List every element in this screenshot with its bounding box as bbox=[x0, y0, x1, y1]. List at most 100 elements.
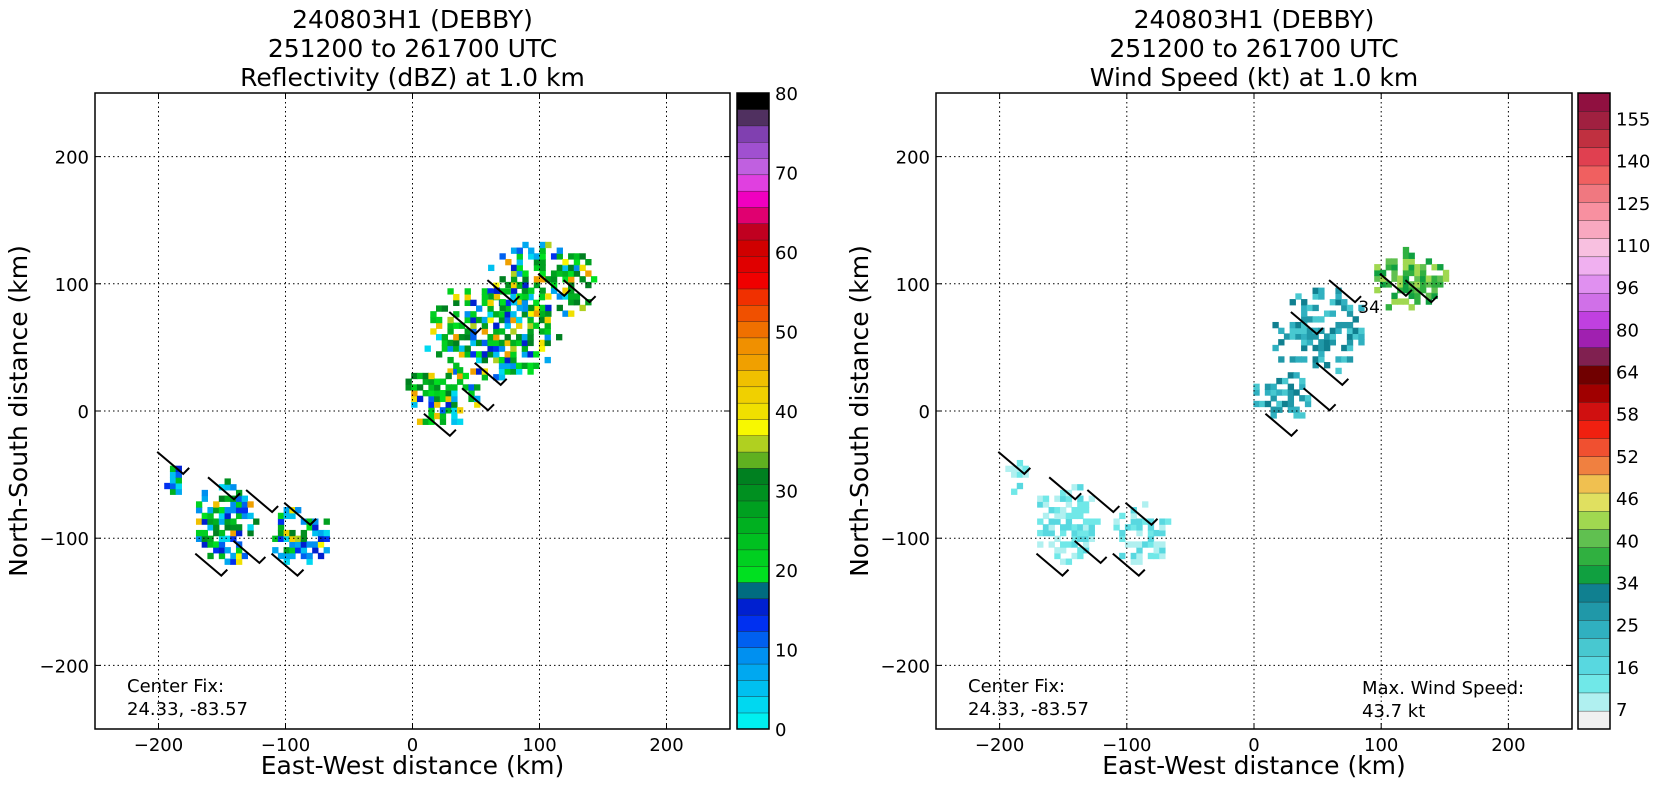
data-cell bbox=[201, 489, 208, 497]
data-cell bbox=[568, 270, 575, 277]
data-cell bbox=[556, 247, 563, 254]
colorbar-segment bbox=[736, 582, 770, 600]
data-cell bbox=[1272, 344, 1279, 352]
data-cell bbox=[528, 247, 535, 254]
data-cell bbox=[579, 264, 586, 272]
data-cell bbox=[1253, 389, 1260, 396]
data-cell bbox=[1301, 356, 1308, 363]
data-cell bbox=[1335, 327, 1342, 335]
data-cell bbox=[435, 322, 443, 329]
data-cell bbox=[451, 395, 458, 403]
data-cell bbox=[451, 407, 458, 414]
wind-barb bbox=[562, 279, 597, 304]
data-cell bbox=[201, 495, 208, 502]
data-cell bbox=[306, 541, 313, 548]
data-cell bbox=[1442, 275, 1450, 282]
data-cell bbox=[1312, 356, 1319, 363]
data-cell bbox=[1054, 535, 1061, 542]
colorbar-segment bbox=[736, 158, 770, 176]
data-cell bbox=[556, 304, 563, 312]
data-cell bbox=[1335, 356, 1342, 363]
colorbar-segment bbox=[736, 386, 770, 404]
data-cell bbox=[568, 253, 575, 260]
data-cell bbox=[498, 339, 506, 347]
colorbar-segment bbox=[736, 451, 770, 469]
data-cell bbox=[1312, 344, 1319, 352]
data-cell bbox=[505, 258, 512, 266]
data-cell bbox=[1048, 541, 1055, 548]
data-cell bbox=[1077, 535, 1084, 542]
data-cell bbox=[428, 390, 435, 397]
data-cell bbox=[1077, 512, 1084, 520]
data-cell bbox=[447, 288, 454, 295]
colorbar-frame bbox=[1577, 92, 1611, 730]
colorbar-segment bbox=[736, 549, 770, 567]
data-cell bbox=[1318, 356, 1325, 363]
data-cell bbox=[516, 362, 523, 369]
data-cell bbox=[224, 558, 231, 565]
data-cell bbox=[476, 316, 483, 324]
data-cell bbox=[1419, 286, 1427, 294]
data-cell bbox=[306, 524, 313, 531]
y-axis-label: North-South distance (km) bbox=[845, 245, 874, 577]
data-cell bbox=[1335, 299, 1342, 306]
data-cell bbox=[539, 264, 546, 272]
chart-title-line: 251200 to 261700 UTC bbox=[1109, 34, 1398, 63]
wind-barb bbox=[194, 552, 229, 577]
data-cell bbox=[1306, 304, 1314, 312]
data-cell bbox=[1352, 333, 1359, 340]
data-cell bbox=[522, 287, 529, 294]
data-cell bbox=[283, 547, 290, 554]
data-cell bbox=[568, 264, 575, 272]
data-cell bbox=[516, 264, 523, 272]
data-cell bbox=[1402, 281, 1410, 288]
data-cell bbox=[1147, 524, 1155, 531]
data-cell bbox=[1077, 552, 1084, 560]
colorbar-segment bbox=[1577, 129, 1611, 149]
data-cell bbox=[295, 541, 302, 548]
data-cell bbox=[323, 518, 330, 525]
colorbar-tick-label: 70 bbox=[775, 164, 798, 185]
data-cell bbox=[533, 305, 540, 312]
data-cell bbox=[1358, 339, 1365, 346]
data-cell bbox=[213, 501, 220, 508]
colorbar-segment bbox=[1577, 201, 1611, 221]
data-cell bbox=[1088, 535, 1095, 542]
data-cell bbox=[1287, 400, 1295, 408]
data-cell bbox=[545, 293, 552, 300]
data-cell bbox=[1402, 264, 1410, 271]
data-cell bbox=[1335, 367, 1342, 375]
data-cell bbox=[1159, 547, 1166, 554]
data-cell bbox=[1301, 304, 1308, 312]
data-cell bbox=[453, 322, 460, 329]
data-cell bbox=[283, 552, 290, 560]
data-cell bbox=[510, 293, 517, 301]
data-cell bbox=[317, 529, 325, 537]
data-cell bbox=[527, 334, 534, 341]
data-cell bbox=[522, 293, 529, 300]
data-cell bbox=[411, 390, 418, 397]
data-cell bbox=[453, 345, 460, 352]
data-cell bbox=[1346, 327, 1354, 335]
wind-barb bbox=[1379, 273, 1413, 298]
data-cell bbox=[493, 311, 500, 318]
data-cell bbox=[510, 247, 518, 254]
data-cell bbox=[487, 311, 494, 318]
colorbar-segment bbox=[1577, 365, 1611, 385]
colorbar-tick-label: 58 bbox=[1616, 405, 1639, 426]
data-cell bbox=[533, 299, 540, 307]
data-cell bbox=[201, 535, 208, 542]
data-cell bbox=[218, 507, 226, 514]
data-cell bbox=[539, 253, 546, 260]
wind-barb bbox=[232, 540, 267, 565]
colorbar-tick-label: 20 bbox=[775, 561, 798, 582]
colorbar-segment bbox=[736, 337, 770, 355]
data-cell bbox=[218, 552, 226, 560]
data-cell bbox=[1419, 275, 1427, 282]
data-cell bbox=[493, 293, 501, 300]
y-tick-label: −100 bbox=[881, 529, 930, 550]
data-cell bbox=[1054, 547, 1061, 554]
data-cell bbox=[416, 384, 424, 391]
data-cell bbox=[445, 384, 452, 391]
data-cell bbox=[510, 345, 517, 352]
